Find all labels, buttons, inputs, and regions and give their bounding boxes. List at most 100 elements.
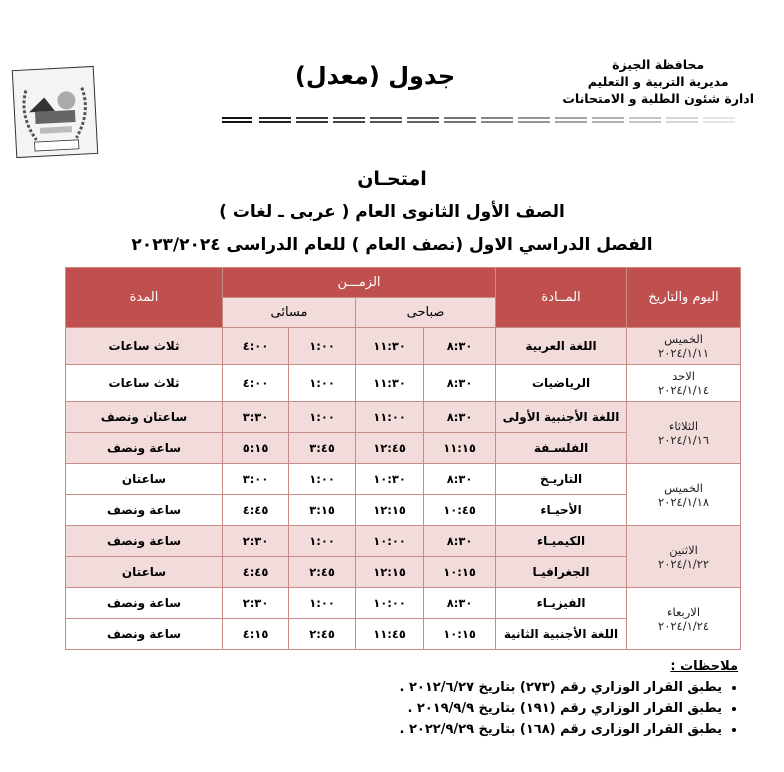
day-date-cell: الاحد ٢٠٢٤/١/١٤ <box>626 364 742 402</box>
morning-end-cell: ١١:٤٥ <box>355 618 425 650</box>
rule-segment <box>555 121 587 123</box>
header-morning: صباحى <box>355 297 497 328</box>
evening-start-cell: ٢:٤٥ <box>288 556 357 588</box>
day-name: الاحد <box>672 369 695 383</box>
day-name: الخميس <box>664 480 703 495</box>
morning-start-cell: ٨:٣٠ <box>423 364 497 402</box>
table-row: الفلسـفة ١١:١٥ ١٢:٤٥ ٣:٤٥ ٥:١٥ ساعة ونصف <box>65 432 741 464</box>
evening-start-cell: ١:٠٠ <box>288 587 357 619</box>
rule-segment <box>222 121 252 123</box>
day-name: الثلاثاء <box>668 418 699 433</box>
rule-segment <box>518 121 550 123</box>
exam-date: ٢٠٢٤/١/١٤ <box>658 383 710 397</box>
subject-cell: الأحيـاء <box>495 494 628 526</box>
exam-heading: امتحـان <box>357 168 427 190</box>
directorate: مديرية التربية و التعليم <box>587 74 729 89</box>
evening-end-cell: ٢:٣٠ <box>221 525 290 557</box>
table-row: الاربعاء ٢٠٢٤/١/٢٤ الفيزيـاء ٨:٣٠ ١٠:٠٠ ١:٠٠ ٢… <box>65 587 742 650</box>
duration-cell: ثلاث ساعات <box>65 327 223 365</box>
rule-segment <box>666 117 698 119</box>
header-evening: مسائى <box>221 297 357 328</box>
morning-end-cell: ١١:٣٠ <box>355 327 425 365</box>
exam-date: ٢٠٢٤/١/٢٤ <box>658 618 710 633</box>
evening-end-cell: ٤:٠٠ <box>221 364 290 402</box>
rule-segment <box>629 117 661 119</box>
rule-segment <box>407 121 439 123</box>
exam-schedule-table: اليوم والتاريخ المــادة الزمـــن المدة ص… <box>65 267 742 650</box>
rule-segment <box>222 117 252 119</box>
day-date-cell: الخميس ٢٠٢٤/١/١١ <box>626 327 742 365</box>
rule-segment <box>259 117 291 119</box>
exam-date: ٢٠٢٤/١/١٨ <box>658 494 710 509</box>
table-row: الأحيـاء ١٠:٤٥ ١٢:١٥ ٣:١٥ ٤:٤٥ ساعة ونصف <box>65 494 741 526</box>
organization-header: محافظة الجيزة مديرية التربية و التعليم ا… <box>562 56 754 107</box>
rule-segment <box>296 117 328 119</box>
rule-segment <box>444 117 476 119</box>
subject-cell: الفيزيـاء <box>495 587 628 619</box>
day-name: الاربعاء <box>667 604 701 619</box>
table-row: الجغرافيـا ١٠:١٥ ١٢:١٥ ٢:٤٥ ٤:٤٥ ساعتان <box>65 556 741 588</box>
rule-segment <box>629 121 661 123</box>
rule-segment <box>481 117 513 119</box>
morning-start-cell: ٨:٣٠ <box>423 525 497 557</box>
morning-end-cell: ١٢:٤٥ <box>355 432 425 464</box>
evening-start-cell: ١:٠٠ <box>288 327 357 365</box>
morning-end-cell: ١٢:١٥ <box>355 494 425 526</box>
evening-end-cell: ٤:٤٥ <box>221 556 290 588</box>
evening-start-cell: ١:٠٠ <box>288 364 357 402</box>
exam-date: ٢٠٢٤/١/٢٢ <box>658 556 710 571</box>
rule-segment <box>666 121 698 123</box>
document-title: جدول (معدل) <box>294 62 456 90</box>
rule-segment <box>333 121 365 123</box>
term-heading: الفصل الدراسي الاول (نصف العام ) للعام ا… <box>131 235 653 255</box>
table-row: الاثنين ٢٠٢٤/١/٢٢ الكيميـاء ٨:٣٠ ١٠:٠٠ ١:٠٠ ٢:… <box>65 525 742 588</box>
directorate-logo <box>11 65 99 159</box>
day-date-cell: الخميس ٢٠٢٤/١/١٨ <box>626 463 742 526</box>
grade-heading: الصف الأول الثانوى العام ( عربى ـ لغات ) <box>219 202 565 222</box>
duration-cell: ساعة ونصف <box>65 432 223 464</box>
morning-end-cell: ١٠:٠٠ <box>355 587 425 619</box>
subject-cell: الرياضيات <box>495 364 628 402</box>
morning-end-cell: ١١:٠٠ <box>355 401 425 433</box>
table-row: الاحد ٢٠٢٤/١/١٤ الرياضيات ٨:٣٠ ١١:٣٠ ١:٠٠ ٤:٠٠… <box>65 364 742 402</box>
duration-cell: ساعة ونصف <box>65 525 223 557</box>
duration-cell: ساعتان ونصف <box>65 401 223 433</box>
morning-start-cell: ٨:٣٠ <box>423 587 497 619</box>
decorative-rule <box>222 117 735 125</box>
evening-end-cell: ٥:١٥ <box>221 432 290 464</box>
governorate: محافظة الجيزة <box>612 57 705 72</box>
duration-cell: ساعتان <box>65 463 223 495</box>
evening-end-cell: ٢:٣٠ <box>221 587 290 619</box>
morning-start-cell: ٨:٣٠ <box>423 401 497 433</box>
evening-start-cell: ٣:١٥ <box>288 494 357 526</box>
morning-end-cell: ١٢:١٥ <box>355 556 425 588</box>
rule-segment <box>703 117 735 119</box>
day-date-cell: الثلاثاء ٢٠٢٤/١/١٦ <box>626 401 742 464</box>
department: ادارة شئون الطلبة و الامتحانات <box>562 91 754 106</box>
rule-segment <box>444 121 476 123</box>
day-name: الخميس <box>664 332 703 346</box>
evening-start-cell: ١:٠٠ <box>288 525 357 557</box>
morning-end-cell: ١٠:٣٠ <box>355 463 425 495</box>
evening-end-cell: ٤:١٥ <box>221 618 290 650</box>
duration-cell: ساعة ونصف <box>65 587 223 619</box>
exam-date: ٢٠٢٤/١/١٦ <box>658 432 710 447</box>
morning-start-cell: ٨:٣٠ <box>423 463 497 495</box>
rule-segment <box>333 117 365 119</box>
morning-start-cell: ٨:٣٠ <box>423 327 497 365</box>
rule-segment <box>703 121 735 123</box>
notes-list: يطبق القرار الوزاري رقم (٢٧٣) بتاريخ ٢٠١… <box>400 677 740 740</box>
evening-end-cell: ٣:٣٠ <box>221 401 290 433</box>
exam-date: ٢٠٢٤/١/١١ <box>658 346 710 360</box>
rule-segment <box>518 117 550 119</box>
rule-segment <box>370 121 402 123</box>
rule-segment <box>259 121 291 123</box>
duration-cell: ساعة ونصف <box>65 494 223 526</box>
subject-cell: الكيميـاء <box>495 525 628 557</box>
duration-cell: ساعة ونصف <box>65 618 223 650</box>
morning-start-cell: ١٠:٤٥ <box>423 494 497 526</box>
day-name: الاثنين <box>669 542 698 557</box>
day-date-cell: الاثنين ٢٠٢٤/١/٢٢ <box>626 525 742 588</box>
evening-end-cell: ٤:٤٥ <box>221 494 290 526</box>
evening-start-cell: ٣:٤٥ <box>288 432 357 464</box>
